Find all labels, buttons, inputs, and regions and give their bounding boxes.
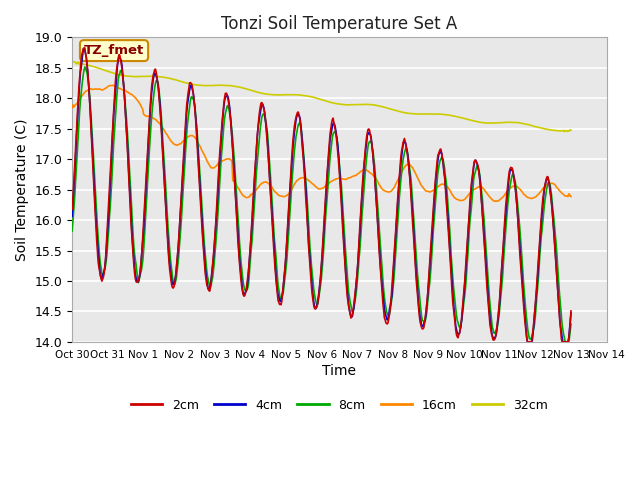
16cm xyxy=(202,156,210,161)
2cm xyxy=(83,61,91,67)
16cm xyxy=(68,105,76,110)
2cm xyxy=(524,339,532,345)
4cm xyxy=(489,335,497,341)
8cm xyxy=(489,326,497,332)
16cm xyxy=(232,181,239,187)
2cm xyxy=(68,206,76,212)
16cm xyxy=(150,116,158,121)
Line: 16cm: 16cm xyxy=(72,85,571,201)
32cm xyxy=(232,84,239,89)
2cm xyxy=(150,70,158,76)
Legend: 2cm, 4cm, 8cm, 16cm, 32cm: 2cm, 4cm, 8cm, 16cm, 32cm xyxy=(126,394,553,417)
X-axis label: Time: Time xyxy=(323,364,356,378)
8cm xyxy=(83,70,91,76)
32cm xyxy=(489,120,497,126)
16cm xyxy=(522,193,529,199)
Line: 2cm: 2cm xyxy=(72,48,571,342)
16cm xyxy=(492,198,499,204)
8cm xyxy=(150,91,158,96)
16cm xyxy=(83,88,90,94)
4cm xyxy=(150,72,158,78)
4cm xyxy=(232,195,239,201)
32cm xyxy=(68,60,76,65)
4cm xyxy=(202,271,210,277)
8cm xyxy=(232,178,239,183)
4cm xyxy=(567,310,575,316)
8cm xyxy=(521,297,529,303)
4cm xyxy=(68,214,76,219)
2cm xyxy=(232,197,239,203)
16cm xyxy=(567,193,575,199)
4cm xyxy=(80,46,88,51)
2cm xyxy=(489,337,497,343)
Line: 32cm: 32cm xyxy=(72,61,571,132)
32cm xyxy=(69,59,77,64)
4cm xyxy=(83,61,91,67)
8cm xyxy=(202,260,210,265)
32cm xyxy=(561,129,568,134)
4cm xyxy=(524,339,532,345)
2cm xyxy=(521,319,529,324)
2cm xyxy=(567,308,575,314)
8cm xyxy=(68,228,76,234)
Line: 8cm: 8cm xyxy=(72,67,571,342)
2cm xyxy=(80,45,88,51)
32cm xyxy=(83,62,91,68)
16cm xyxy=(489,197,497,203)
32cm xyxy=(150,73,158,79)
32cm xyxy=(521,121,529,127)
32cm xyxy=(567,127,575,133)
4cm xyxy=(521,313,529,319)
8cm xyxy=(567,321,575,327)
8cm xyxy=(562,339,570,345)
Title: Tonzi Soil Temperature Set A: Tonzi Soil Temperature Set A xyxy=(221,15,458,33)
Line: 4cm: 4cm xyxy=(72,48,571,342)
16cm xyxy=(109,83,117,88)
8cm xyxy=(81,64,88,70)
32cm xyxy=(202,83,210,88)
Text: TZ_fmet: TZ_fmet xyxy=(84,44,144,57)
2cm xyxy=(202,276,210,282)
Y-axis label: Soil Temperature (C): Soil Temperature (C) xyxy=(15,119,29,261)
